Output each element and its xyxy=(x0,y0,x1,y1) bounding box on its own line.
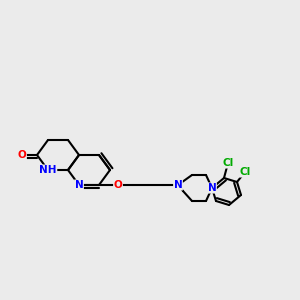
Text: N: N xyxy=(174,180,182,190)
Text: N: N xyxy=(75,180,83,190)
Text: O: O xyxy=(114,180,122,190)
Text: Cl: Cl xyxy=(222,158,234,168)
Text: NH: NH xyxy=(39,165,57,175)
Text: O: O xyxy=(18,150,26,160)
Text: Cl: Cl xyxy=(239,167,250,177)
Text: N: N xyxy=(208,183,216,193)
